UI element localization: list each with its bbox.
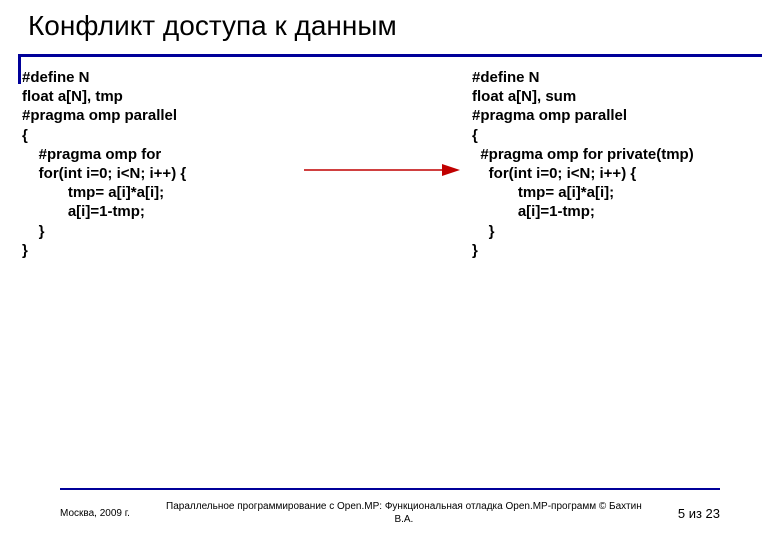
code-right: #define N float a[N], sum #pragma omp pa… [472, 68, 752, 260]
slide: Конфликт доступа к данным #define N floa… [0, 0, 780, 540]
footer: Москва, 2009 г. Параллельное программиро… [0, 501, 780, 526]
footer-center: Параллельное программирование с Open.MP:… [130, 501, 678, 526]
slide-title: Конфликт доступа к данным [28, 10, 760, 42]
footer-left: Москва, 2009 г. [60, 508, 130, 519]
arrow-col [292, 68, 472, 260]
code-left: #define N float a[N], tmp #pragma omp pa… [22, 68, 292, 260]
content-row: #define N float a[N], tmp #pragma omp pa… [0, 48, 780, 260]
page-current: 5 [678, 506, 689, 521]
title-area: Конфликт доступа к данным [0, 0, 780, 48]
arrow-head [442, 164, 460, 176]
arrow-icon [302, 158, 462, 182]
code-left-col: #define N float a[N], tmp #pragma omp pa… [22, 68, 292, 260]
page-sep: из [689, 506, 706, 521]
page-total: 23 [706, 506, 720, 521]
code-right-col: #define N float a[N], sum #pragma omp pa… [472, 68, 752, 260]
footer-rule [60, 488, 720, 490]
footer-right: 5 из 23 [678, 506, 720, 521]
